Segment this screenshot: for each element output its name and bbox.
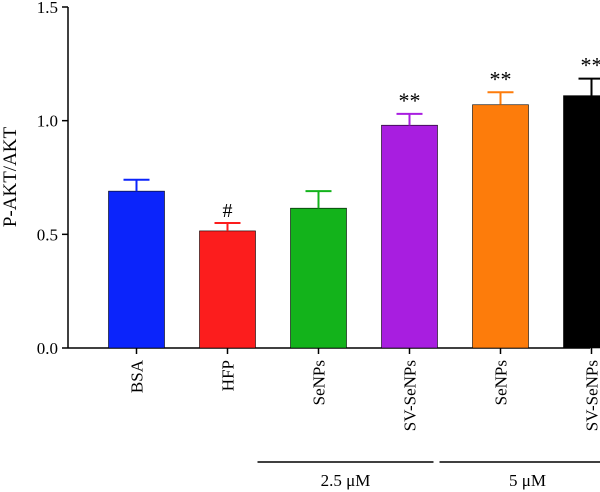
significance-label: **: [581, 53, 600, 78]
bar: [290, 207, 347, 349]
bar: [472, 104, 529, 349]
bars: # ** ** **: [108, 53, 600, 349]
bar: [108, 190, 165, 349]
concentration-groups: 2.5 μM 5 μM: [257, 461, 600, 490]
group-label: 2.5 μM: [321, 471, 371, 490]
group-label: 5 μM: [509, 471, 546, 490]
y-tick-label: 0.5: [37, 225, 58, 244]
y-axis-label: P-AKT/AKT: [0, 126, 21, 227]
y-tick-label: 1.5: [37, 0, 58, 17]
significance-label: **: [490, 66, 512, 91]
x-axis-labels: BSA HFP SeNPs SV-SeNPs SeNPs SV-SeNPs: [128, 348, 600, 431]
category-label: SeNPs: [310, 360, 329, 405]
bar: [199, 230, 256, 349]
significance-label: **: [399, 88, 421, 113]
category-label: BSA: [128, 359, 147, 393]
bar: [381, 124, 438, 349]
category-label: SV-SeNPs: [401, 360, 420, 431]
category-label: HFP: [219, 360, 238, 391]
y-tick-label: 0.0: [37, 339, 58, 358]
category-label: SeNPs: [492, 360, 511, 405]
significance-label: #: [223, 200, 233, 222]
bar: [563, 95, 600, 349]
y-tick-label: 1.0: [37, 112, 58, 131]
category-label: SV-SeNPs: [583, 360, 600, 431]
